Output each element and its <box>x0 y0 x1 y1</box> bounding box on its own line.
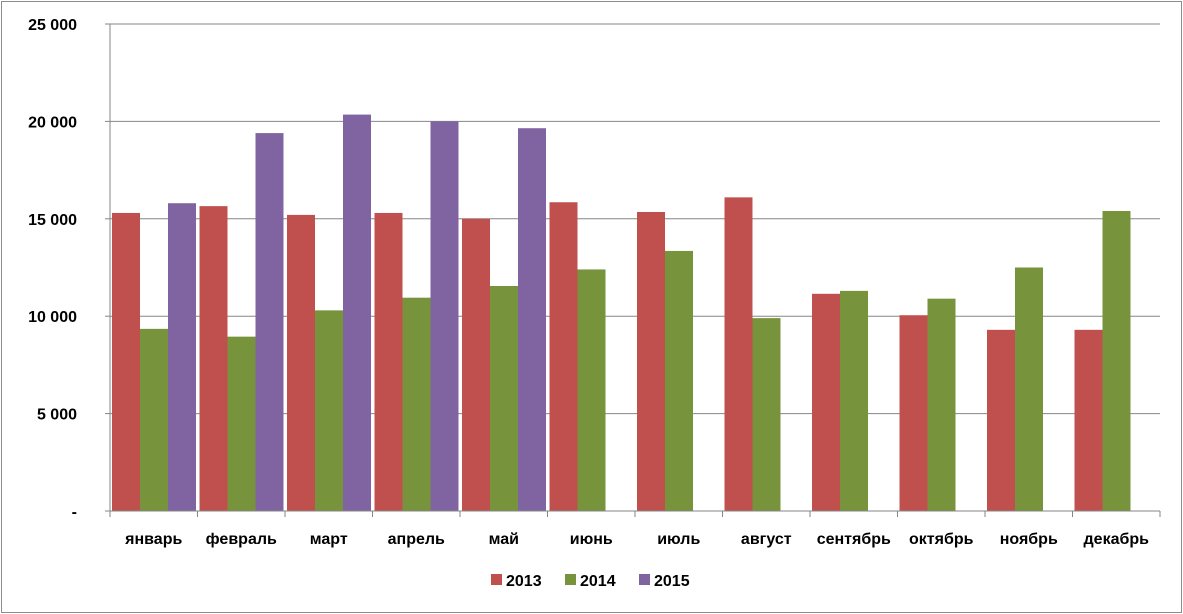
y-tick-labels: - 5 000 10 000 15 000 20 000 25 000 <box>28 17 77 521</box>
y-tick-label: 10 000 <box>28 309 77 326</box>
x-category-label: март <box>310 531 348 548</box>
x-category-label: май <box>489 531 519 548</box>
bar-2013 <box>374 212 403 511</box>
axes <box>105 23 1161 517</box>
bar-2015 <box>343 114 371 511</box>
legend-label-2015: 2015 <box>654 573 690 590</box>
bars <box>112 114 1131 512</box>
bar-2013 <box>549 202 578 511</box>
legend-swatch-2013 <box>491 574 502 585</box>
bar-2014 <box>402 297 431 511</box>
grid-lines <box>110 23 1160 415</box>
x-category-label: июнь <box>570 531 613 548</box>
x-category-labels: январь февраль март апрель май июнь июль август… <box>124 531 1149 548</box>
bar-2014 <box>927 298 956 511</box>
bar-2013 <box>637 211 665 511</box>
bar-2013 <box>112 212 140 511</box>
bar-2014 <box>752 318 781 511</box>
legend-swatch-2015 <box>639 574 650 585</box>
bar-2014 <box>1102 211 1131 511</box>
bar-2014 <box>840 290 868 511</box>
x-category-label: август <box>741 531 792 548</box>
bar-2015 <box>518 128 546 511</box>
bar-2015 <box>255 133 284 511</box>
legend-label-2014: 2014 <box>580 573 616 590</box>
legend: 2013 2014 2015 <box>491 573 690 590</box>
x-category-label: ноябрь <box>1000 531 1058 548</box>
x-category-label: декабрь <box>1084 531 1150 548</box>
bar-2014 <box>140 328 168 511</box>
bar-2014 <box>1015 267 1043 511</box>
x-category-label: февраль <box>206 531 277 548</box>
x-category-label: январь <box>124 531 182 548</box>
bar-2015 <box>430 121 459 512</box>
legend-swatch-2014 <box>565 574 576 585</box>
bar-2013 <box>462 218 490 512</box>
bar-2013 <box>1074 329 1103 511</box>
legend-label-2013: 2013 <box>506 573 542 590</box>
y-tick-label: 15 000 <box>28 212 77 229</box>
y-tick-label: 20 000 <box>28 114 77 131</box>
x-category-label: июль <box>657 531 700 548</box>
x-category-label: апрель <box>388 531 445 548</box>
bar-2013 <box>812 293 840 511</box>
bar-2014 <box>577 269 606 511</box>
bar-2013 <box>287 214 315 512</box>
x-category-label: сентябрь <box>817 531 891 548</box>
bar-2014 <box>490 286 518 511</box>
y-tick-label: 25 000 <box>28 17 77 34</box>
bar-2013 <box>724 197 753 511</box>
x-category-label: октябрь <box>909 531 974 548</box>
bar-2013 <box>199 206 228 511</box>
bar-2014 <box>227 336 256 511</box>
bar-2014 <box>315 310 343 511</box>
bar-2013 <box>987 329 1015 511</box>
y-tick-label: - <box>72 504 77 521</box>
y-tick-label: 5 000 <box>37 407 77 424</box>
bar-2015 <box>168 203 196 511</box>
bar-2013 <box>899 315 928 511</box>
bar-2014 <box>665 250 693 511</box>
